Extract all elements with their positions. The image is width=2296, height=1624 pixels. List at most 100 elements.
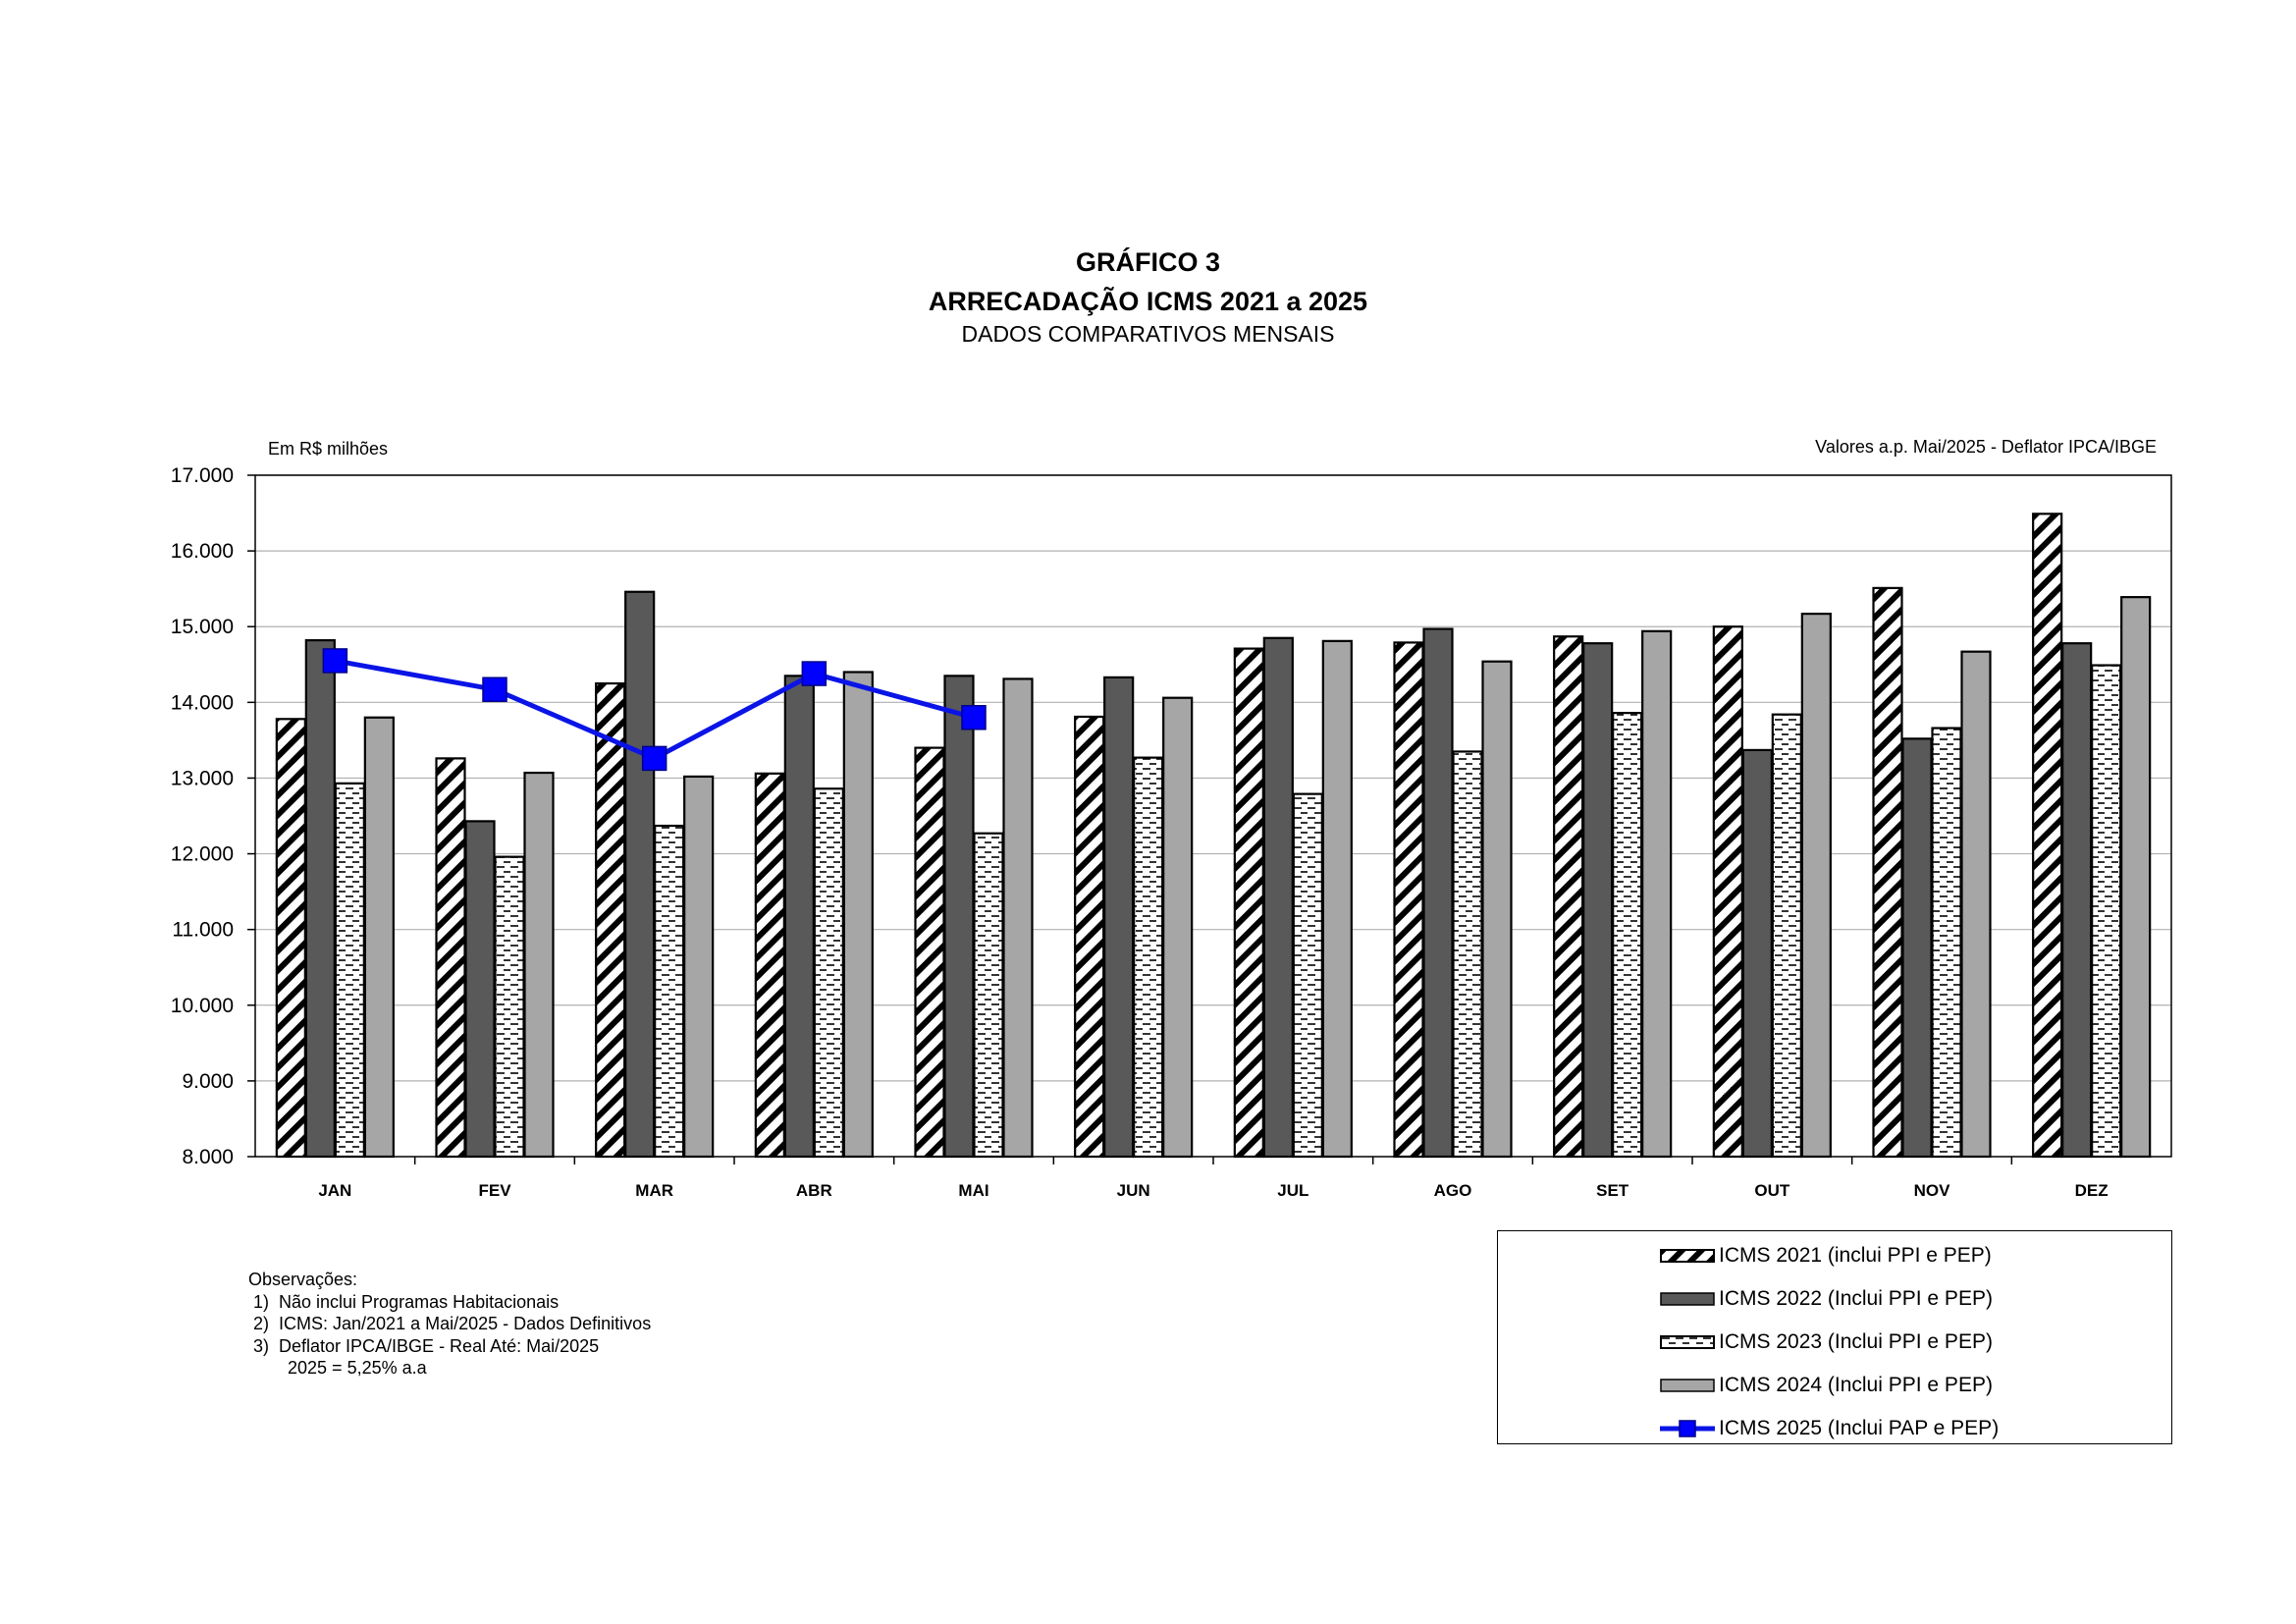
legend-swatch-line (1660, 1420, 1715, 1437)
y-tick-label: 12.000 (171, 843, 234, 866)
bar-solid-light (683, 775, 715, 1159)
bar-solid-dark (783, 675, 815, 1159)
bar-solid-light (1800, 613, 1832, 1159)
bar-solid-dark (1262, 636, 1294, 1159)
x-tick-label: MAI (958, 1181, 988, 1200)
bar-solid-light (2120, 596, 2152, 1159)
y-tick-label: 8.000 (182, 1146, 234, 1168)
x-tick-label: MAR (635, 1181, 673, 1200)
legend-swatch-dashes (1660, 1335, 1715, 1349)
bar-solid-dark (304, 639, 336, 1159)
bar-solid-dark (1901, 737, 1933, 1159)
bar-dashes (2091, 664, 2122, 1159)
line-layer (322, 648, 987, 772)
bar-solid-light (1162, 696, 1194, 1159)
bar-dashes (1133, 756, 1164, 1159)
bar-diagonal-hatch (1393, 641, 1424, 1159)
legend-swatch-hatch (1660, 1249, 1715, 1263)
legend-label: ICMS 2023 (Inclui PPI e PEP) (1719, 1330, 1993, 1353)
bar-solid-dark (1422, 627, 1454, 1159)
bar-diagonal-hatch (2032, 513, 2063, 1159)
x-tick-label: OUT (1754, 1181, 1790, 1200)
line-marker-2025 (801, 661, 828, 686)
bar-solid-light (363, 716, 395, 1159)
legend-label: ICMS 2021 (inclui PPI e PEP) (1719, 1244, 1992, 1267)
bar-dashes (1931, 727, 1962, 1159)
deflator-note: Valores a.p. Mai/2025 - Deflator IPCA/IB… (1815, 437, 2157, 457)
bar-dashes (654, 824, 685, 1159)
y-tick-label: 17.000 (171, 464, 234, 487)
observations-heading: Observações: (248, 1270, 358, 1289)
legend-label: ICMS 2024 (Inclui PPI e PEP) (1719, 1374, 1993, 1396)
bar-solid-light (842, 671, 874, 1159)
bar-diagonal-hatch (914, 746, 945, 1159)
x-tick-label: SET (1596, 1181, 1629, 1200)
legend-label: ICMS 2025 (Inclui PAP e PEP) (1719, 1417, 2000, 1439)
y-tick-label: 11.000 (172, 919, 234, 942)
observations: Observações: 1) Não inclui Programas Hab… (248, 1269, 651, 1380)
bar-solid-dark (624, 590, 656, 1159)
y-tick-label: 10.000 (171, 995, 234, 1017)
bar-dashes (973, 832, 1004, 1159)
bar-solid-dark (1103, 676, 1135, 1159)
bar-solid-light (1960, 650, 1992, 1159)
bar-solid-light (1321, 639, 1353, 1159)
chart-subtitle-2: DADOS COMPARATIVOS MENSAIS (961, 321, 1335, 347)
x-tick-label: FEV (478, 1181, 511, 1200)
x-tick-label: JAN (318, 1181, 351, 1200)
bars-layer (275, 513, 2152, 1159)
legend-item-2024: ICMS 2024 (Inclui PPI e PEP) (1660, 1372, 1993, 1399)
bar-diagonal-hatch (1712, 625, 1743, 1159)
y-tick-label: 16.000 (171, 540, 234, 563)
observation-item: 1) Não inclui Programas Habitacionais (248, 1291, 560, 1312)
bar-diagonal-hatch (275, 718, 306, 1159)
y-tick-label: 14.000 (171, 691, 234, 714)
unit-label: Em R$ milhões (268, 439, 389, 459)
bar-solid-light (1481, 660, 1513, 1159)
bar-diagonal-hatch (1074, 715, 1105, 1159)
line-marker-2025 (641, 745, 667, 772)
chart-subtitle: ARRECADAÇÃO ICMS 2021 a 2025 (928, 287, 1368, 316)
bar-diagonal-hatch (435, 757, 466, 1159)
legend-item-2025: ICMS 2025 (Inclui PAP e PEP) (1660, 1415, 1999, 1442)
observation-item: 3) Deflator IPCA/IBGE - Real Até: Mai/20… (248, 1335, 600, 1356)
observation-item: 2025 = 5,25% a.a (248, 1358, 427, 1378)
x-tick-label: JUL (1277, 1181, 1308, 1200)
bar-solid-light (1002, 677, 1034, 1159)
bar-solid-light (1641, 629, 1673, 1159)
y-tick-label: 15.000 (171, 616, 234, 638)
legend-item-2021: ICMS 2021 (inclui PPI e PEP) (1660, 1242, 1992, 1270)
bar-solid-dark (943, 675, 975, 1159)
chart-title: GRÁFICO 3 (1075, 247, 1220, 277)
x-tick-label: AGO (1434, 1181, 1472, 1200)
bar-solid-light (523, 771, 555, 1159)
bar-dashes (813, 787, 844, 1159)
x-tick-label: ABR (796, 1181, 832, 1200)
bar-dashes (494, 855, 525, 1159)
bar-dashes (1771, 713, 1802, 1159)
bar-diagonal-hatch (595, 681, 626, 1159)
x-tick-label: NOV (1914, 1181, 1951, 1200)
legend-swatch-light (1660, 1379, 1715, 1392)
legend-item-2023: ICMS 2023 (Inclui PPI e PEP) (1660, 1328, 1993, 1356)
legend-swatch-dark (1660, 1292, 1715, 1306)
x-tick-label: JUN (1117, 1181, 1150, 1200)
bar-diagonal-hatch (1553, 635, 1584, 1159)
legend: ICMS 2021 (inclui PPI e PEP) ICMS 2022 (… (1497, 1230, 2172, 1444)
legend-item-2022: ICMS 2022 (Inclui PPI e PEP) (1660, 1285, 1993, 1313)
bar-dashes (1452, 750, 1483, 1159)
legend-label: ICMS 2022 (Inclui PPI e PEP) (1719, 1287, 1993, 1310)
bar-solid-dark (2061, 642, 2093, 1159)
bar-diagonal-hatch (1233, 647, 1264, 1159)
bar-solid-dark (1741, 748, 1773, 1159)
axis-layer: 8.000 9.000 10.000 11.000 12.000 13.000 14.000… (171, 464, 2172, 1200)
bar-diagonal-hatch (754, 772, 785, 1159)
line-marker-2025 (322, 648, 348, 674)
observation-item: 2) ICMS: Jan/2021 a Mai/2025 - Dados Def… (248, 1314, 652, 1333)
line-marker-2025 (961, 705, 987, 731)
bar-dashes (1612, 712, 1643, 1159)
bar-diagonal-hatch (1872, 586, 1903, 1159)
bar-dashes (1292, 792, 1323, 1159)
x-tick-label: DEZ (2075, 1181, 2109, 1200)
